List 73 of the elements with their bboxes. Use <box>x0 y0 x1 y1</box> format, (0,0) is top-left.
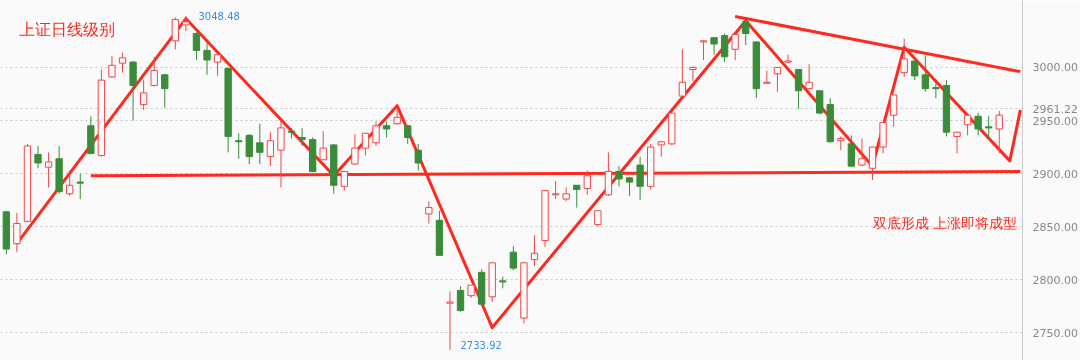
candlestick <box>509 245 518 271</box>
candlestick <box>351 133 359 166</box>
candlestick <box>911 60 919 81</box>
candlestick <box>235 132 243 160</box>
y-tick-label: 2750.00 <box>1032 326 1078 340</box>
candlestick <box>34 145 42 169</box>
candlestick <box>129 60 137 121</box>
candlestick <box>985 115 993 140</box>
candlestick <box>784 54 792 64</box>
candlestick <box>805 63 813 90</box>
candlestick <box>763 70 771 84</box>
candlestick <box>530 234 539 267</box>
annotation: 上证日线级别 <box>18 19 115 39</box>
candlestick <box>932 82 940 99</box>
candlestick <box>868 146 877 181</box>
candlestick <box>298 127 306 147</box>
candlestick <box>372 121 380 147</box>
candlestick <box>245 133 253 165</box>
y-tick-label: 3000.00 <box>1032 61 1078 75</box>
candlestick <box>446 290 454 351</box>
candlestick <box>974 112 982 136</box>
candlestick <box>615 165 623 187</box>
candlestick <box>203 42 211 76</box>
candlestick <box>921 55 929 93</box>
candlestick <box>889 94 898 128</box>
candlestick <box>414 143 422 171</box>
candlestick <box>678 48 687 97</box>
annotation: 2733.92 <box>460 339 502 351</box>
candlestick <box>858 138 866 167</box>
candlestick <box>847 134 856 167</box>
candlestick <box>995 110 1003 154</box>
candlestick <box>256 123 264 165</box>
candlestick <box>456 285 465 313</box>
annotation: 双底形成 上涨即将成型 <box>872 214 1017 231</box>
y-tick-label: 2900.00 <box>1032 167 1078 181</box>
candlestick <box>773 66 782 93</box>
candlestick <box>319 130 327 161</box>
candlestick <box>361 132 370 157</box>
candlestick <box>161 73 169 109</box>
candlestick <box>794 69 803 110</box>
candlestick <box>604 151 613 197</box>
candlestick <box>636 156 644 201</box>
annotation: 3048.48 <box>198 10 240 22</box>
y-tick-label: 2800.00 <box>1032 273 1078 287</box>
candlestick <box>340 170 348 192</box>
candlestick <box>573 184 581 209</box>
candlestick <box>953 131 961 154</box>
candlestick <box>963 114 972 136</box>
candlestick <box>13 212 21 253</box>
candlestick <box>213 54 222 77</box>
candlestick <box>742 20 750 46</box>
y-tick-label: 2850.00 <box>1032 220 1078 234</box>
candlestick <box>150 56 158 88</box>
candlestick <box>182 15 190 32</box>
candlestick <box>551 180 560 200</box>
y-tick-label: 2961.22 <box>1032 102 1078 116</box>
candlestick <box>118 52 127 74</box>
y-tick-label: 2950.00 <box>1032 114 1078 128</box>
candlestick <box>66 169 74 197</box>
candlestick <box>171 16 179 50</box>
candlestick <box>76 173 84 200</box>
candlestick <box>192 31 201 61</box>
candlestick <box>689 65 697 82</box>
candlestick <box>710 37 718 56</box>
candlestick <box>44 151 53 188</box>
candlestick <box>266 131 275 167</box>
candlestick <box>277 117 285 188</box>
candlestick <box>139 79 148 111</box>
candlestick <box>731 32 739 61</box>
candlestick <box>425 200 433 225</box>
candlestick <box>900 38 908 78</box>
candlestick <box>720 32 729 63</box>
candlestick <box>583 169 591 196</box>
